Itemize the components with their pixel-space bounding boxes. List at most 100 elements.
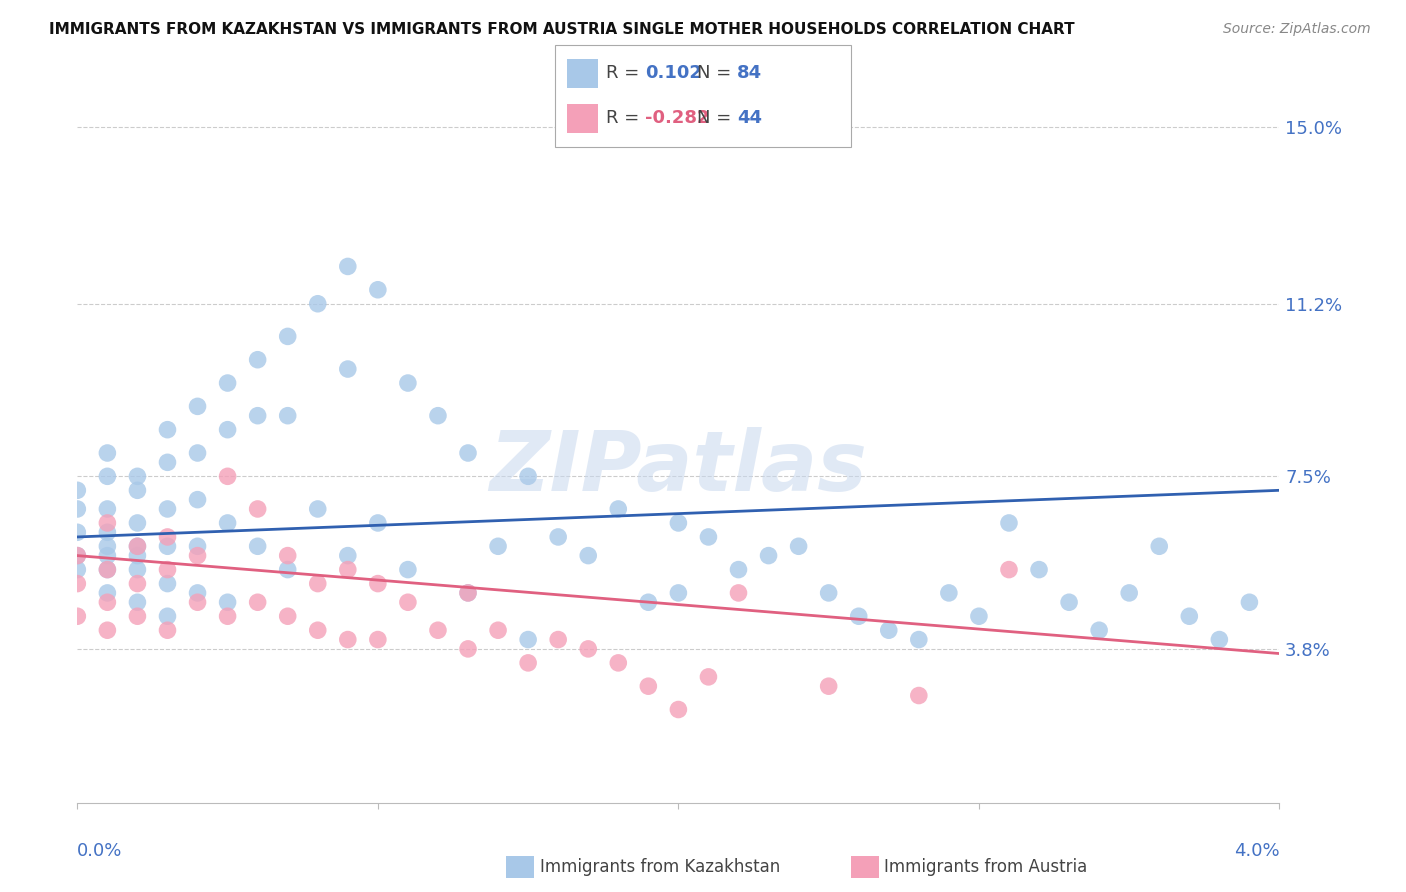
- Point: [457, 641, 479, 656]
- Point: [367, 283, 389, 297]
- Point: [187, 492, 209, 507]
- Point: [187, 586, 209, 600]
- Point: [607, 502, 630, 516]
- Point: [307, 502, 329, 516]
- Point: [127, 539, 149, 553]
- Text: Immigrants from Kazakhstan: Immigrants from Kazakhstan: [540, 858, 780, 876]
- Point: [336, 260, 359, 274]
- Point: [66, 525, 89, 540]
- Point: [336, 632, 359, 647]
- Point: [156, 423, 179, 437]
- Point: [217, 469, 239, 483]
- Text: R =: R =: [606, 64, 645, 82]
- Point: [277, 329, 299, 343]
- Text: 84: 84: [737, 64, 762, 82]
- Point: [96, 502, 118, 516]
- Point: [187, 446, 209, 460]
- Point: [727, 563, 749, 577]
- Text: N =: N =: [697, 110, 737, 128]
- Point: [547, 632, 569, 647]
- Point: [66, 549, 89, 563]
- Text: -0.282: -0.282: [645, 110, 710, 128]
- Point: [246, 502, 269, 516]
- Point: [277, 563, 299, 577]
- Point: [576, 641, 599, 656]
- Point: [127, 563, 149, 577]
- Point: [96, 586, 118, 600]
- Point: [66, 563, 89, 577]
- Point: [96, 563, 118, 577]
- Point: [877, 624, 900, 638]
- Point: [367, 632, 389, 647]
- Point: [277, 609, 299, 624]
- Point: [127, 549, 149, 563]
- Point: [66, 549, 89, 563]
- Text: N =: N =: [697, 64, 737, 82]
- Text: ZIPatlas: ZIPatlas: [489, 427, 868, 508]
- Point: [367, 576, 389, 591]
- Point: [336, 549, 359, 563]
- Point: [217, 609, 239, 624]
- Point: [607, 656, 630, 670]
- Point: [758, 549, 780, 563]
- Point: [998, 563, 1021, 577]
- Point: [127, 469, 149, 483]
- Point: [246, 595, 269, 609]
- Point: [246, 352, 269, 367]
- Point: [396, 376, 419, 390]
- Point: [517, 656, 540, 670]
- Point: [156, 563, 179, 577]
- Point: [637, 679, 659, 693]
- Point: [96, 516, 118, 530]
- Point: [938, 586, 960, 600]
- Point: [576, 549, 599, 563]
- Point: [486, 539, 509, 553]
- Point: [998, 516, 1021, 530]
- Point: [127, 539, 149, 553]
- Point: [367, 516, 389, 530]
- Point: [637, 595, 659, 609]
- Point: [96, 563, 118, 577]
- Point: [1118, 586, 1140, 600]
- Point: [187, 595, 209, 609]
- Point: [457, 586, 479, 600]
- Text: 0.0%: 0.0%: [77, 842, 122, 860]
- Point: [156, 609, 179, 624]
- Point: [1149, 539, 1171, 553]
- Point: [217, 595, 239, 609]
- Point: [307, 624, 329, 638]
- Point: [547, 530, 569, 544]
- Point: [908, 632, 931, 647]
- Point: [156, 530, 179, 544]
- Text: IMMIGRANTS FROM KAZAKHSTAN VS IMMIGRANTS FROM AUSTRIA SINGLE MOTHER HOUSEHOLDS C: IMMIGRANTS FROM KAZAKHSTAN VS IMMIGRANTS…: [49, 22, 1074, 37]
- Point: [697, 530, 720, 544]
- Point: [277, 549, 299, 563]
- Point: [127, 483, 149, 498]
- Point: [156, 624, 179, 638]
- Point: [457, 586, 479, 600]
- Point: [156, 455, 179, 469]
- Point: [217, 423, 239, 437]
- Point: [66, 609, 89, 624]
- Point: [517, 469, 540, 483]
- Point: [396, 563, 419, 577]
- Point: [1057, 595, 1080, 609]
- Point: [66, 502, 89, 516]
- Point: [66, 483, 89, 498]
- Point: [246, 409, 269, 423]
- Point: [156, 539, 179, 553]
- Point: [96, 549, 118, 563]
- Point: [967, 609, 990, 624]
- Point: [187, 400, 209, 414]
- Point: [817, 586, 839, 600]
- Point: [187, 539, 209, 553]
- Point: [1239, 595, 1261, 609]
- Text: R =: R =: [606, 110, 645, 128]
- Point: [217, 516, 239, 530]
- Point: [486, 624, 509, 638]
- Point: [396, 595, 419, 609]
- Point: [668, 702, 690, 716]
- Point: [307, 576, 329, 591]
- Point: [908, 689, 931, 703]
- Text: Immigrants from Austria: Immigrants from Austria: [884, 858, 1088, 876]
